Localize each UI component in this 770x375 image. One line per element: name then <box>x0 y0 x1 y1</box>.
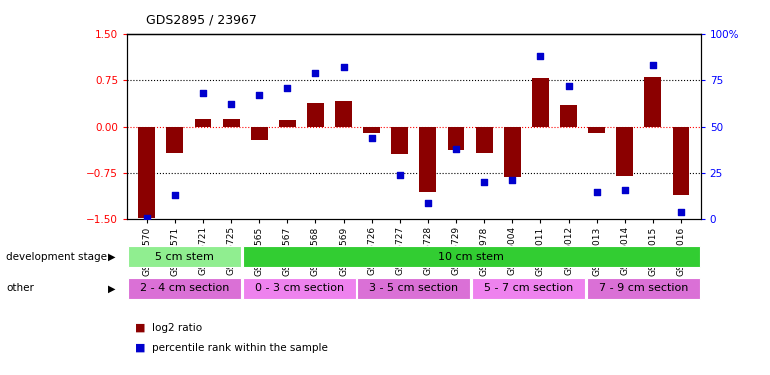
Point <box>478 179 490 185</box>
Point <box>422 200 434 206</box>
Bar <box>279 120 296 127</box>
Text: GDS2895 / 23967: GDS2895 / 23967 <box>146 13 257 26</box>
Point <box>675 209 687 215</box>
Text: 10 cm stem: 10 cm stem <box>438 252 504 261</box>
Bar <box>532 78 549 127</box>
Bar <box>243 246 700 267</box>
Text: other: other <box>6 284 34 293</box>
Text: 5 cm stem: 5 cm stem <box>155 252 214 261</box>
Text: 3 - 5 cm section: 3 - 5 cm section <box>370 284 458 293</box>
Point <box>141 214 153 220</box>
Bar <box>672 127 689 195</box>
Point <box>366 135 378 141</box>
Text: ▶: ▶ <box>108 284 116 293</box>
Text: 0 - 3 cm section: 0 - 3 cm section <box>255 284 343 293</box>
Bar <box>560 105 577 127</box>
Bar <box>472 278 585 299</box>
Point <box>310 70 322 76</box>
Bar <box>335 100 352 127</box>
Bar <box>166 127 183 153</box>
Text: ▶: ▶ <box>108 252 116 261</box>
Text: 7 - 9 cm section: 7 - 9 cm section <box>598 284 688 293</box>
Point <box>591 189 603 195</box>
Point <box>393 172 406 178</box>
Point <box>253 92 266 98</box>
Point <box>225 101 237 107</box>
Bar <box>195 119 212 127</box>
Bar <box>357 278 470 299</box>
Bar <box>243 278 356 299</box>
Bar <box>616 127 633 176</box>
Point <box>450 146 462 152</box>
Point <box>647 62 659 68</box>
Point <box>169 192 181 198</box>
Point <box>506 177 518 183</box>
Bar <box>307 103 324 127</box>
Point <box>281 85 293 91</box>
Text: percentile rank within the sample: percentile rank within the sample <box>152 343 328 353</box>
Bar <box>587 278 700 299</box>
Bar <box>223 119 239 127</box>
Bar <box>447 127 464 150</box>
Text: log2 ratio: log2 ratio <box>152 323 203 333</box>
Bar <box>251 127 268 140</box>
Text: 2 - 4 cm section: 2 - 4 cm section <box>139 284 229 293</box>
Text: development stage: development stage <box>6 252 107 261</box>
Bar <box>420 127 437 192</box>
Bar <box>476 127 493 153</box>
Point <box>534 53 547 59</box>
Bar <box>128 278 241 299</box>
Bar <box>128 246 241 267</box>
Bar <box>644 77 661 127</box>
Bar <box>363 127 380 133</box>
Text: ■: ■ <box>135 323 146 333</box>
Text: ■: ■ <box>135 343 146 353</box>
Bar <box>504 127 521 177</box>
Point <box>197 90 209 96</box>
Text: 5 - 7 cm section: 5 - 7 cm section <box>484 284 573 293</box>
Point <box>618 187 631 193</box>
Bar <box>391 127 408 154</box>
Point <box>337 64 350 70</box>
Point <box>562 83 574 89</box>
Bar <box>588 127 605 133</box>
Bar <box>139 127 156 218</box>
